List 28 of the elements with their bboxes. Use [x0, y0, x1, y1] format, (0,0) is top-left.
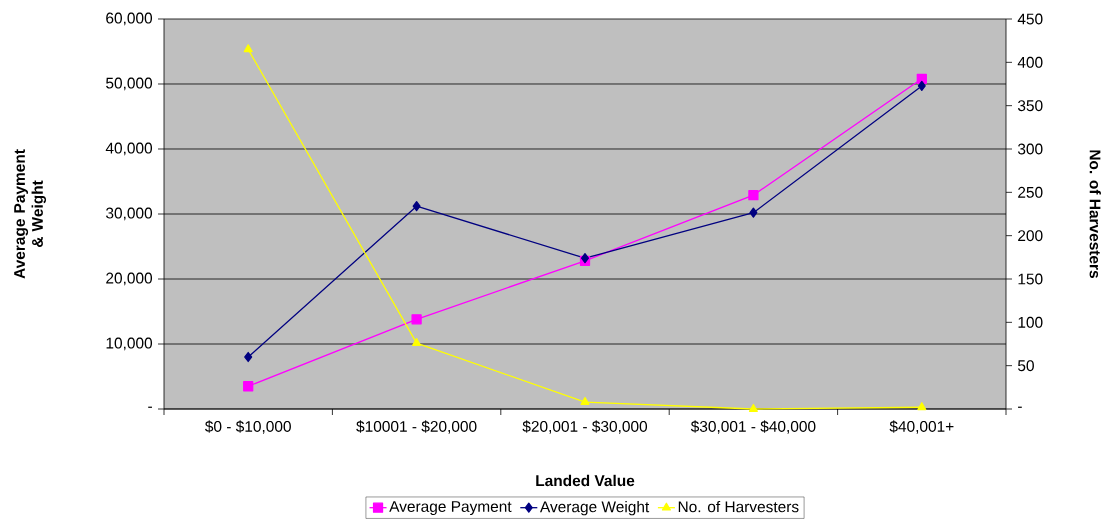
legend-label: No. of Harvesters — [678, 500, 799, 513]
y2-tick-label: 200 — [1018, 230, 1043, 242]
y-tick-label: 60,000 — [106, 12, 153, 26]
y-tick-label: 10,000 — [106, 337, 153, 351]
y-tick-label: 50,000 — [106, 77, 153, 91]
y-tick-label: 20,000 — [106, 272, 153, 286]
x-tick-label: $30,001 - $40,000 — [690, 420, 816, 434]
y2-axis-title: No. of Harvesters — [1089, 150, 1101, 278]
x-tick-label: $10001 - $20,000 — [356, 420, 477, 434]
y-tick-label: 40,000 — [105, 142, 153, 156]
y2-tick-label: 150 — [1018, 273, 1043, 285]
x-tick-label: $0 - $10,000 — [205, 420, 291, 434]
y-axis-title: Average Payment & Weight — [14, 149, 47, 279]
y2-tick-label: 350 — [1017, 100, 1043, 112]
y2-tick-label: 300 — [1017, 143, 1043, 155]
x-axis-title: Landed Value — [536, 474, 635, 487]
y2-tick-label: 100 — [1018, 316, 1043, 328]
y2-tick-label: - — [1018, 406, 1022, 408]
x-tick-label: $20,001 - $30,000 — [522, 420, 648, 434]
y2-tick-label: 50 — [1017, 360, 1034, 372]
legend-label: Average Payment — [389, 501, 512, 516]
legend-label: Average Weight — [539, 500, 650, 516]
y2-tick-label: 400 — [1017, 56, 1043, 68]
y2-tick-label: 250 — [1018, 186, 1043, 198]
x-tick-label: $40,001+ — [889, 420, 954, 434]
y2-tick-label: 450 — [1017, 13, 1043, 25]
y-tick-label: 30,000 — [106, 207, 153, 221]
y-tick-label: - — [148, 406, 152, 408]
